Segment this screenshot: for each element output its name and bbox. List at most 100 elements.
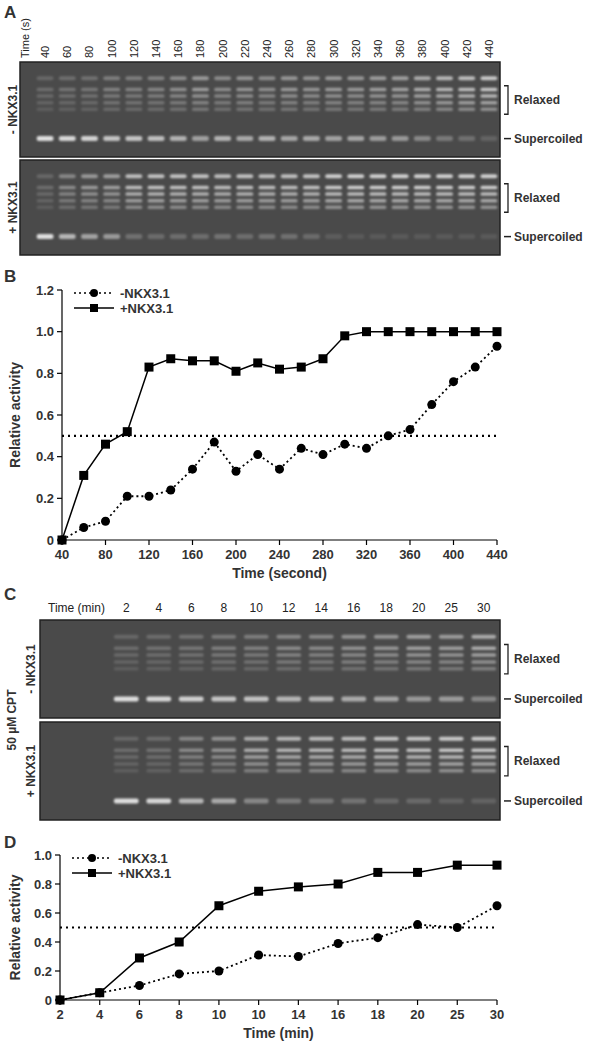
relaxed-band (303, 206, 320, 210)
x-tick (337, 1000, 338, 1005)
nicked-band (148, 76, 165, 80)
supercoiled-tick (504, 800, 511, 802)
marker (373, 868, 382, 877)
marker (58, 536, 67, 545)
supercoiled-band (341, 798, 366, 803)
relaxed-band (148, 186, 165, 190)
legend-label: +NKX3.1 (118, 866, 171, 881)
relaxed-band (458, 186, 475, 190)
relaxed-band (179, 646, 204, 650)
relaxed-band (276, 646, 301, 650)
lane (81, 76, 98, 141)
x-tick-label: 20 (410, 1007, 424, 1022)
marker (123, 492, 132, 501)
relaxed-band (170, 192, 187, 196)
nicked-band (114, 737, 139, 741)
gel-background (20, 160, 500, 255)
relaxed-band (458, 108, 475, 112)
relaxed-band (81, 108, 98, 112)
lane (414, 76, 431, 141)
x-tick (409, 540, 410, 545)
marker (340, 331, 349, 340)
y-tick (55, 941, 60, 942)
relaxed-band (325, 94, 342, 98)
supercoiled-band (414, 234, 431, 239)
figure: ATime (s)4060801001201401601802002202402… (0, 0, 615, 1050)
relaxed-band (309, 646, 334, 650)
panel-letter: A (4, 3, 16, 22)
y-tick (57, 414, 62, 415)
relaxed-band (281, 199, 298, 203)
y-tick-label: 0.8 (34, 877, 52, 892)
relaxed-band (103, 199, 120, 203)
relaxed-band (211, 667, 236, 671)
relaxed-band (392, 186, 409, 190)
supercoiled-band (59, 234, 76, 239)
relaxed-band (439, 755, 464, 759)
nicked-band (458, 76, 475, 80)
nicked-band (259, 76, 276, 80)
relaxed-band (170, 199, 187, 203)
gel-panel: ATime (s)4060801001201401601802002202402… (4, 3, 583, 255)
supercoiled-band (236, 234, 253, 239)
supercoiled-band (439, 696, 464, 701)
x-tick-label: 400 (443, 547, 465, 562)
relaxed-band (303, 192, 320, 196)
chart: B00.20.40.60.81.01.240801201602002402803… (4, 267, 508, 581)
nicked-band (458, 174, 475, 178)
relaxed-band (179, 653, 204, 657)
lane-label: 240 (261, 40, 273, 58)
relaxed-band (114, 748, 139, 752)
relaxed-label: Relaxed (514, 93, 560, 107)
y-tick-label: 0.8 (36, 366, 54, 381)
relaxed-band (211, 660, 236, 664)
marker (449, 327, 458, 336)
supercoiled-label: Supercoiled (514, 132, 583, 146)
lane-label: 8 (220, 601, 227, 615)
marker (427, 400, 436, 409)
marker (101, 517, 110, 526)
relaxed-band (392, 88, 409, 92)
relaxed-band (439, 769, 464, 773)
supercoiled-band (59, 136, 76, 141)
relaxed-band (325, 192, 342, 196)
relaxed-band (37, 192, 54, 196)
relaxed-band (471, 660, 496, 664)
relaxed-bracket (504, 86, 508, 115)
nicked-band (414, 76, 431, 80)
y-tick-label: 0.4 (34, 935, 53, 950)
relaxed-band (244, 653, 269, 657)
relaxed-band (244, 762, 269, 766)
lane-label: 14 (315, 601, 329, 615)
lane-label: 280 (305, 40, 317, 58)
supercoiled-band (103, 136, 120, 141)
relaxed-band (114, 653, 139, 657)
relaxed-band (179, 762, 204, 766)
relaxed-band (458, 94, 475, 98)
relaxed-band (341, 769, 366, 773)
x-tick (322, 540, 323, 545)
nicked-band (471, 635, 496, 639)
relaxed-band (374, 769, 399, 773)
relaxed-band (276, 667, 301, 671)
supercoiled-band (276, 798, 301, 803)
supercoiled-band (103, 234, 120, 239)
marker (334, 939, 343, 948)
relaxed-band (236, 108, 253, 112)
lane (309, 737, 334, 804)
supercoiled-band (259, 234, 276, 239)
lane (309, 635, 334, 702)
relaxed-band (148, 108, 165, 112)
supercoiled-band (471, 798, 496, 803)
relaxed-band (236, 88, 253, 92)
relaxed-band (148, 199, 165, 203)
relaxed-band (392, 199, 409, 203)
supercoiled-band (81, 136, 98, 141)
lane (214, 76, 231, 141)
relaxed-band (179, 769, 204, 773)
marker (294, 952, 303, 961)
nicked-band (480, 76, 497, 80)
lane (103, 174, 120, 239)
marker (362, 444, 371, 453)
lane (179, 737, 204, 804)
